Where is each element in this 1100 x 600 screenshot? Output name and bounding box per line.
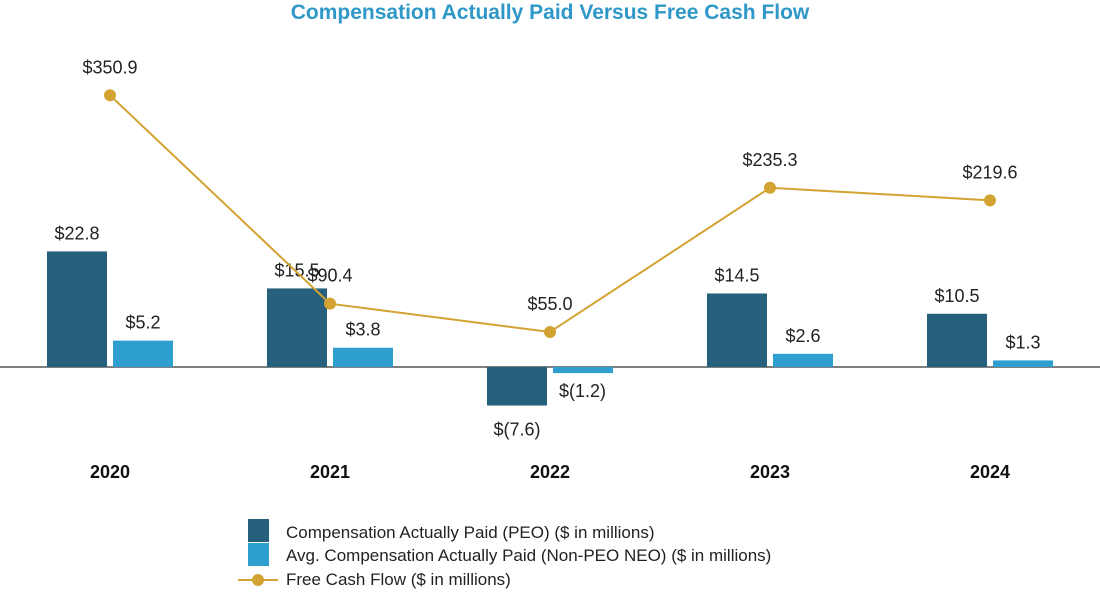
- data-label-neo-2021: $3.8: [345, 320, 380, 340]
- legend-label-neo: Avg. Compensation Actually Paid (Non-PEO…: [286, 546, 771, 565]
- fcf-point-2021: [324, 297, 336, 310]
- legend-swatch-neo: [248, 543, 269, 566]
- x-tick-label-2021: 2021: [310, 462, 350, 482]
- data-label-fcf-2021: $90.4: [307, 266, 352, 286]
- x-tick-label-2024: 2024: [970, 462, 1010, 482]
- bar-peo-2023: [707, 293, 767, 367]
- legend: Compensation Actually Paid (PEO) ($ in m…: [238, 519, 771, 589]
- legend-label-fcf: Free Cash Flow ($ in millions): [286, 570, 511, 589]
- data-label-peo-2021: $15.5: [274, 260, 319, 280]
- data-label-neo-2020: $5.2: [125, 313, 160, 333]
- data-label-peo-2020: $22.8: [54, 223, 99, 243]
- bar-neo-2022: [553, 367, 613, 374]
- data-label-neo-2022: $(1.2): [559, 381, 606, 401]
- data-label-fcf-2022: $55.0: [527, 294, 572, 314]
- bar-neo-2024: [993, 360, 1053, 367]
- plot-area: $22.8 $5.2 2020 $15.5 $3.8 2021 $(7.6) $(1.2) 20…: [0, 57, 1100, 482]
- legend-label-peo: Compensation Actually Paid (PEO) ($ in m…: [286, 523, 654, 542]
- legend-swatch-fcf-point: [252, 574, 264, 586]
- bar-neo-2021: [333, 347, 393, 367]
- fcf-point-2023: [764, 181, 776, 194]
- x-tick-label-2020: 2020: [90, 462, 130, 482]
- data-label-fcf-2024: $219.6: [962, 162, 1017, 182]
- bar-neo-2023: [773, 353, 833, 367]
- legend-swatch-peo: [248, 519, 269, 542]
- bar-peo-2021: [267, 288, 327, 367]
- x-tick-label-2022: 2022: [530, 462, 570, 482]
- data-label-neo-2023: $2.6: [785, 326, 820, 346]
- data-label-neo-2024: $1.3: [1005, 332, 1040, 352]
- data-label-fcf-2020: $350.9: [82, 57, 137, 77]
- fcf-point-2022: [544, 326, 556, 338]
- bar-peo-2020: [47, 251, 107, 367]
- data-label-peo-2023: $14.5: [714, 265, 759, 285]
- data-label-peo-2024: $10.5: [934, 286, 979, 306]
- x-tick-label-2023: 2023: [750, 462, 790, 482]
- fcf-point-2024: [984, 194, 996, 207]
- chart-title: Compensation Actually Paid Versus Free C…: [291, 1, 810, 24]
- bar-peo-2022: [487, 367, 547, 406]
- data-label-peo-2022: $(7.6): [493, 420, 540, 440]
- fcf-point-2020: [104, 89, 116, 102]
- data-label-fcf-2023: $235.3: [742, 150, 797, 170]
- bar-neo-2020: [113, 340, 173, 367]
- bar-peo-2024: [927, 313, 987, 367]
